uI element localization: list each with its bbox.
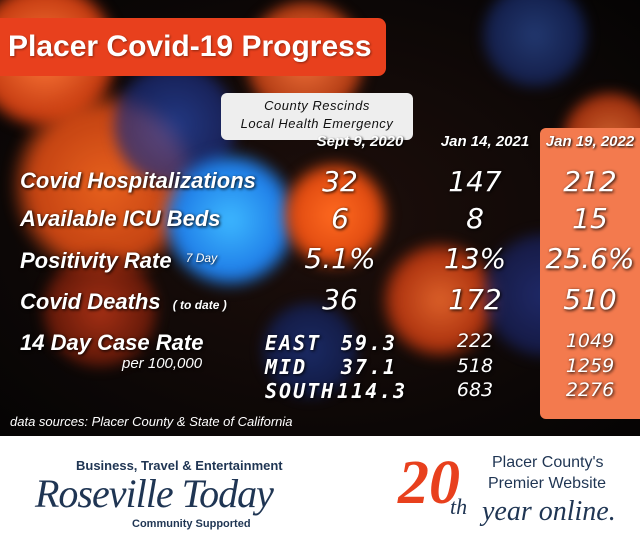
region-row: MID 37.1 bbox=[265, 355, 400, 379]
positivity-sublabel: 7 Day bbox=[185, 251, 218, 265]
value-cell: 59.3 bbox=[340, 331, 397, 355]
value-cell: 36 bbox=[322, 283, 358, 316]
data-sources: data sources: Placer County & State of C… bbox=[10, 414, 293, 429]
region-name: SOUTH bbox=[265, 379, 336, 403]
value-cell: 172 bbox=[448, 283, 502, 316]
roseville-today-logo[interactable]: Roseville Today bbox=[35, 471, 274, 516]
rescind-note: County Rescinds Local Health Emergency bbox=[221, 93, 413, 140]
value-cell: 13% bbox=[443, 242, 507, 275]
value-cell: 25.6% bbox=[545, 242, 635, 275]
value-cell: 147 bbox=[448, 165, 502, 198]
row-label-deaths: Covid Deaths ( to date ) bbox=[20, 289, 227, 315]
region-name: MID bbox=[265, 355, 308, 379]
value-cell: 32 bbox=[322, 165, 358, 198]
bokeh-light bbox=[260, 300, 360, 400]
roseville-tagline: Business, Travel & Entertainment bbox=[76, 458, 283, 473]
row-label-hospitalizations: Covid Hospitalizations bbox=[20, 168, 256, 193]
anniversary-suffix: th bbox=[450, 494, 468, 519]
deaths-label: Covid Deaths bbox=[20, 289, 161, 314]
value-cell: 1259 bbox=[565, 355, 615, 377]
bokeh-light bbox=[160, 150, 300, 290]
value-cell: 222 bbox=[456, 330, 494, 352]
footer-banner: Business, Travel & Entertainment Rosevil… bbox=[0, 436, 640, 541]
region-name: EAST bbox=[265, 331, 322, 355]
value-cell: 5.1% bbox=[304, 242, 376, 275]
rescind-note-line1: County Rescinds bbox=[264, 98, 370, 113]
column-header: Jan 14, 2021 bbox=[440, 133, 530, 150]
case-rate-sublabel: per 100,000 bbox=[122, 355, 203, 372]
region-row: EAST 59.3 bbox=[265, 331, 400, 355]
page-title: Placer Covid-19 Progress bbox=[0, 18, 386, 76]
value-cell: 37.1 bbox=[340, 355, 397, 379]
bokeh-light bbox=[40, 250, 160, 370]
value-cell: 6 bbox=[331, 202, 349, 235]
value-cell: 114.3 bbox=[337, 379, 408, 403]
infographic-panel: Placer Covid-19 Progress County Rescinds… bbox=[0, 0, 640, 436]
column-header: Sept 9, 2020 bbox=[316, 133, 404, 150]
column-header: Jan 19, 2022 bbox=[545, 133, 635, 150]
row-label-case-rate: 14 Day Case Rate bbox=[20, 330, 204, 355]
value-cell: 8 bbox=[466, 202, 484, 235]
bokeh-light bbox=[480, 0, 590, 90]
highlight-column bbox=[540, 128, 640, 419]
region-row: SOUTH114.3 bbox=[265, 379, 408, 403]
row-label-positivity: Positivity Rate 7 Day bbox=[20, 248, 217, 274]
roseville-support: Community Supported bbox=[132, 518, 251, 530]
value-cell: 510 bbox=[563, 283, 617, 316]
placer-line3: year online. bbox=[482, 496, 616, 527]
bokeh-light bbox=[280, 160, 390, 270]
value-cell: 15 bbox=[572, 202, 608, 235]
row-label-icu: Available ICU Beds bbox=[20, 206, 221, 231]
placer-line1: Placer County's bbox=[492, 454, 604, 471]
rescind-note-line2: Local Health Emergency bbox=[240, 116, 394, 131]
value-cell: 212 bbox=[563, 165, 617, 198]
anniversary-number: 20 bbox=[398, 449, 460, 517]
value-cell: 2276 bbox=[565, 379, 615, 401]
value-cell: 518 bbox=[456, 355, 494, 377]
value-cell: 1049 bbox=[565, 330, 615, 352]
positivity-label: Positivity Rate bbox=[20, 248, 172, 273]
value-cell: 683 bbox=[456, 379, 494, 401]
deaths-sublabel: ( to date ) bbox=[172, 298, 227, 312]
placer-line2: Premier Website bbox=[488, 475, 606, 492]
